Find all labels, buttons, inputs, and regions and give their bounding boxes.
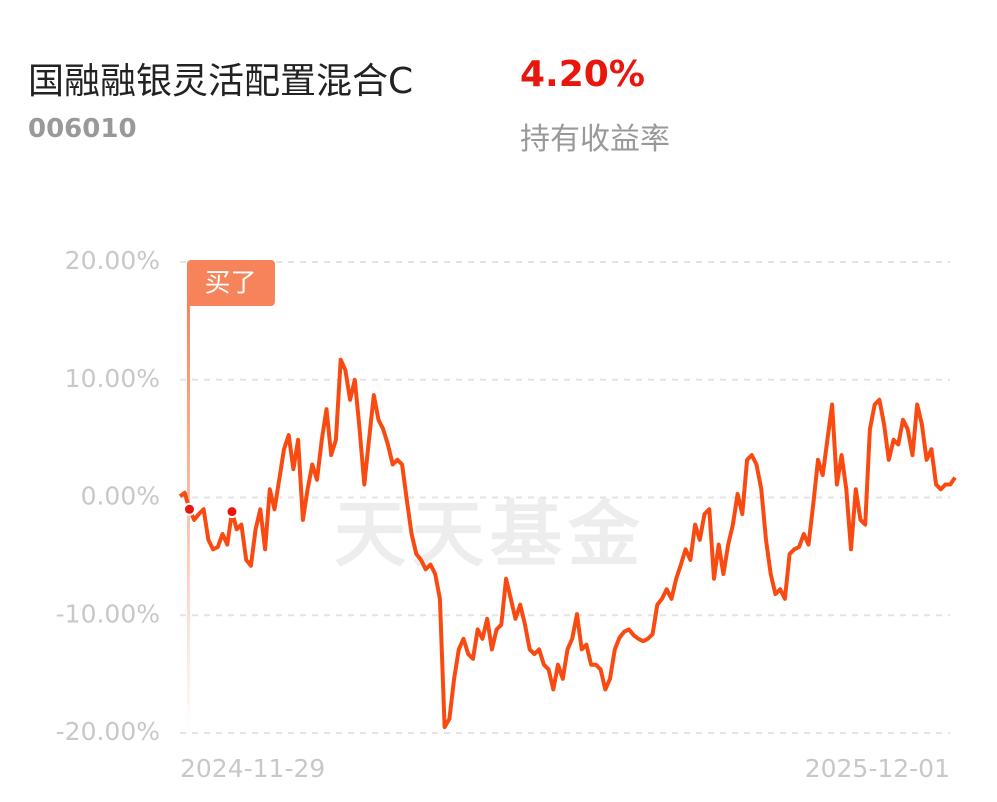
holding-return: 4.20% — [520, 54, 645, 95]
fund-title: 国融融银灵活配置混合C — [28, 61, 414, 102]
trade-dot — [225, 505, 239, 519]
x-tick-label: 2024-11-29 — [180, 754, 325, 783]
fund-code: 006010 — [28, 114, 137, 144]
buy-tag — [186, 260, 275, 306]
y-tick-label: 0.00% — [81, 482, 160, 511]
x-tick-label: 2025-12-01 — [805, 754, 950, 783]
y-tick-label: -10.00% — [56, 599, 160, 628]
y-tick-label: -20.00% — [56, 717, 160, 746]
watermark: 天天基金 — [334, 493, 646, 577]
fund-line — [178, 357, 957, 730]
y-tick-label: 20.00% — [65, 246, 160, 275]
y-tick-label: 10.00% — [65, 364, 160, 393]
buy-tag-label: 买了 — [204, 269, 256, 299]
buy-line — [186, 300, 190, 733]
trade-dot — [182, 502, 196, 516]
return-label: 持有收益率 — [520, 122, 670, 157]
